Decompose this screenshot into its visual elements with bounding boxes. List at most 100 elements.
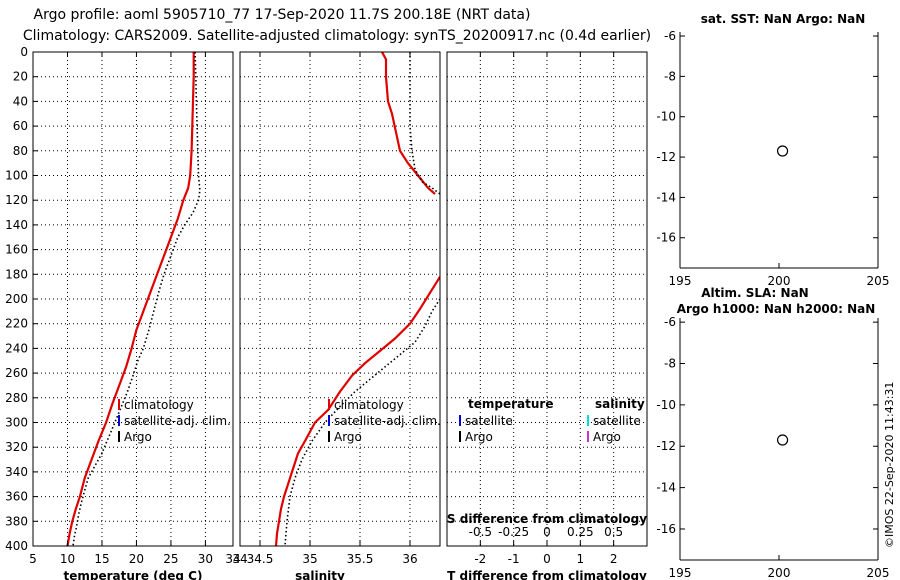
depth-tick-label: 320 — [5, 440, 28, 454]
depth-tick-label: 40 — [13, 94, 28, 108]
sst-xtick-label: 195 — [669, 274, 692, 288]
depth-tick-label: 180 — [5, 267, 28, 281]
difference-top-tick-label: 0.5 — [604, 525, 623, 539]
salinity-xlabel: salinity — [295, 569, 345, 580]
depth-tick-label: 220 — [5, 317, 28, 331]
depth-tick-label: 360 — [5, 490, 28, 504]
sst-ytick-label: -16 — [656, 231, 676, 245]
temperature-xtick-label: 20 — [129, 552, 144, 566]
temperature-legend-label: climatology — [124, 398, 194, 412]
depth-tick-label: 400 — [5, 539, 28, 553]
temperature-legend-label: Argo — [124, 430, 152, 444]
temperature-xlabel: temperature (deg C) — [64, 569, 203, 580]
sla-xtick-label: 195 — [669, 566, 692, 580]
temperature-series-group — [66, 52, 195, 546]
temperature-xtick-label: 5 — [29, 552, 37, 566]
difference-salinity-legend-label: Argo — [593, 430, 621, 444]
sst-ytick-label: -12 — [656, 150, 676, 164]
depth-tick-label: 140 — [5, 218, 28, 232]
salinity-xtick-label-34: 34 — [232, 552, 247, 566]
chart-layer: 5 10 15 20 25 30 34020406080100120140160180200… — [5, 12, 889, 580]
difference-xtick-label: 1 — [577, 552, 585, 566]
sst-title: sat. SST: NaN Argo: NaN — [701, 12, 866, 26]
sla-xtick-label: 205 — [867, 566, 890, 580]
salinity-xtick-label: 34.5 — [247, 552, 274, 566]
difference-top-tick-label: -0.25 — [498, 525, 529, 539]
figure-title: Argo profile: aoml 5905710_77 17-Sep-202… — [34, 7, 531, 23]
sla-ytick-label: -8 — [664, 357, 676, 371]
difference-temperature-legend-label: Argo — [465, 430, 493, 444]
sla-ytick-label: -16 — [656, 522, 676, 536]
depth-tick-label: 240 — [5, 341, 28, 355]
salinity-legend-label: Argo — [334, 430, 362, 444]
depth-tick-label: 380 — [5, 514, 28, 528]
credit-text: ©IMOS 22-Sep-2020 11:43:31 — [883, 382, 896, 548]
difference-salinity-legend-label: satellite — [593, 414, 641, 428]
salinity-line-climatology — [381, 52, 436, 195]
depth-tick-label: 300 — [5, 416, 28, 430]
depth-tick-label: 280 — [5, 391, 28, 405]
salinity-grid — [240, 52, 440, 546]
difference-top-tick-label: -0.5 — [469, 525, 492, 539]
temperature-series-group — [72, 52, 201, 546]
difference-xtick-label: 0 — [543, 552, 551, 566]
difference-xlabel: T difference from climatology — [447, 569, 647, 580]
sst-ytick-label: -6 — [664, 29, 676, 43]
sla-ytick-label: -14 — [656, 481, 676, 495]
sla-xtick-label: 200 — [768, 566, 791, 580]
difference-xtick-label: 2 — [610, 552, 618, 566]
sst-ytick-label: -8 — [664, 69, 676, 83]
difference-top-tick-label: 0.25 — [567, 525, 594, 539]
figure-subtitle: Climatology: CARS2009. Satellite-adjuste… — [23, 28, 651, 44]
depth-tick-label: 100 — [5, 169, 28, 183]
temperature-line-climatology — [66, 52, 195, 546]
temperature-grid — [33, 52, 233, 546]
depth-tick-label: 200 — [5, 292, 28, 306]
depth-tick-label: 340 — [5, 465, 28, 479]
salinity-xtick-label: 36 — [402, 552, 417, 566]
sla-title: Altim. SLA: NaN — [701, 286, 808, 300]
depth-tick-label: 160 — [5, 243, 28, 257]
sla-ytick-label: -6 — [664, 315, 676, 329]
temperature-xtick-label: 34 — [225, 552, 240, 566]
depth-tick-label: 60 — [13, 119, 28, 133]
difference-xtick-label: -2 — [474, 552, 486, 566]
depth-tick-label: 0 — [20, 45, 28, 59]
salinity-frame — [239, 51, 441, 547]
sla-ytick-label: -10 — [656, 398, 676, 412]
salinity-series-group — [409, 52, 440, 195]
salinity-xtick-label: 35 — [302, 552, 317, 566]
salinity-line-argo — [284, 298, 440, 546]
difference-top-tick-label: 0 — [543, 525, 551, 539]
salinity-series-group — [284, 298, 440, 546]
sst-xtick-label: 200 — [768, 274, 791, 288]
difference-legend-salinity-title: salinity — [595, 397, 645, 411]
temperature-xtick-label: 30 — [198, 552, 213, 566]
temperature-xtick-label: 25 — [163, 552, 178, 566]
sla-ytick-label: -12 — [656, 439, 676, 453]
salinity-line-argo — [409, 52, 440, 195]
temperature-line-argo — [72, 52, 201, 546]
difference-grid — [447, 52, 647, 546]
sst-profile-location-point — [776, 145, 789, 157]
sst-ytick-label: -10 — [656, 110, 676, 124]
temperature-xtick-label: 15 — [94, 552, 109, 566]
salinity-series-group — [274, 276, 440, 546]
difference-temperature-legend-label: satellite — [465, 414, 513, 428]
depth-tick-label: 260 — [5, 366, 28, 380]
salinity-xtick-label: 35.5 — [347, 552, 374, 566]
sst-ytick-label: -14 — [656, 190, 676, 204]
difference-xtick-label: -1 — [508, 552, 520, 566]
difference-legend-temperature-title: temperature — [468, 397, 553, 411]
depth-tick-label: 120 — [5, 193, 28, 207]
depth-tick-label: 80 — [13, 144, 28, 158]
depth-tick-label: 20 — [13, 70, 28, 84]
sst-xtick-label: 205 — [867, 274, 890, 288]
salinity-line-climatology — [274, 276, 440, 546]
difference-top-label: S difference from climatology — [447, 512, 647, 526]
salinity-series-group — [381, 52, 436, 195]
salinity-legend-label: climatology — [334, 398, 404, 412]
temperature-legend-label: satellite-adj. clim. — [124, 414, 231, 428]
salinity-legend-label: satellite-adj. clim. — [334, 414, 441, 428]
